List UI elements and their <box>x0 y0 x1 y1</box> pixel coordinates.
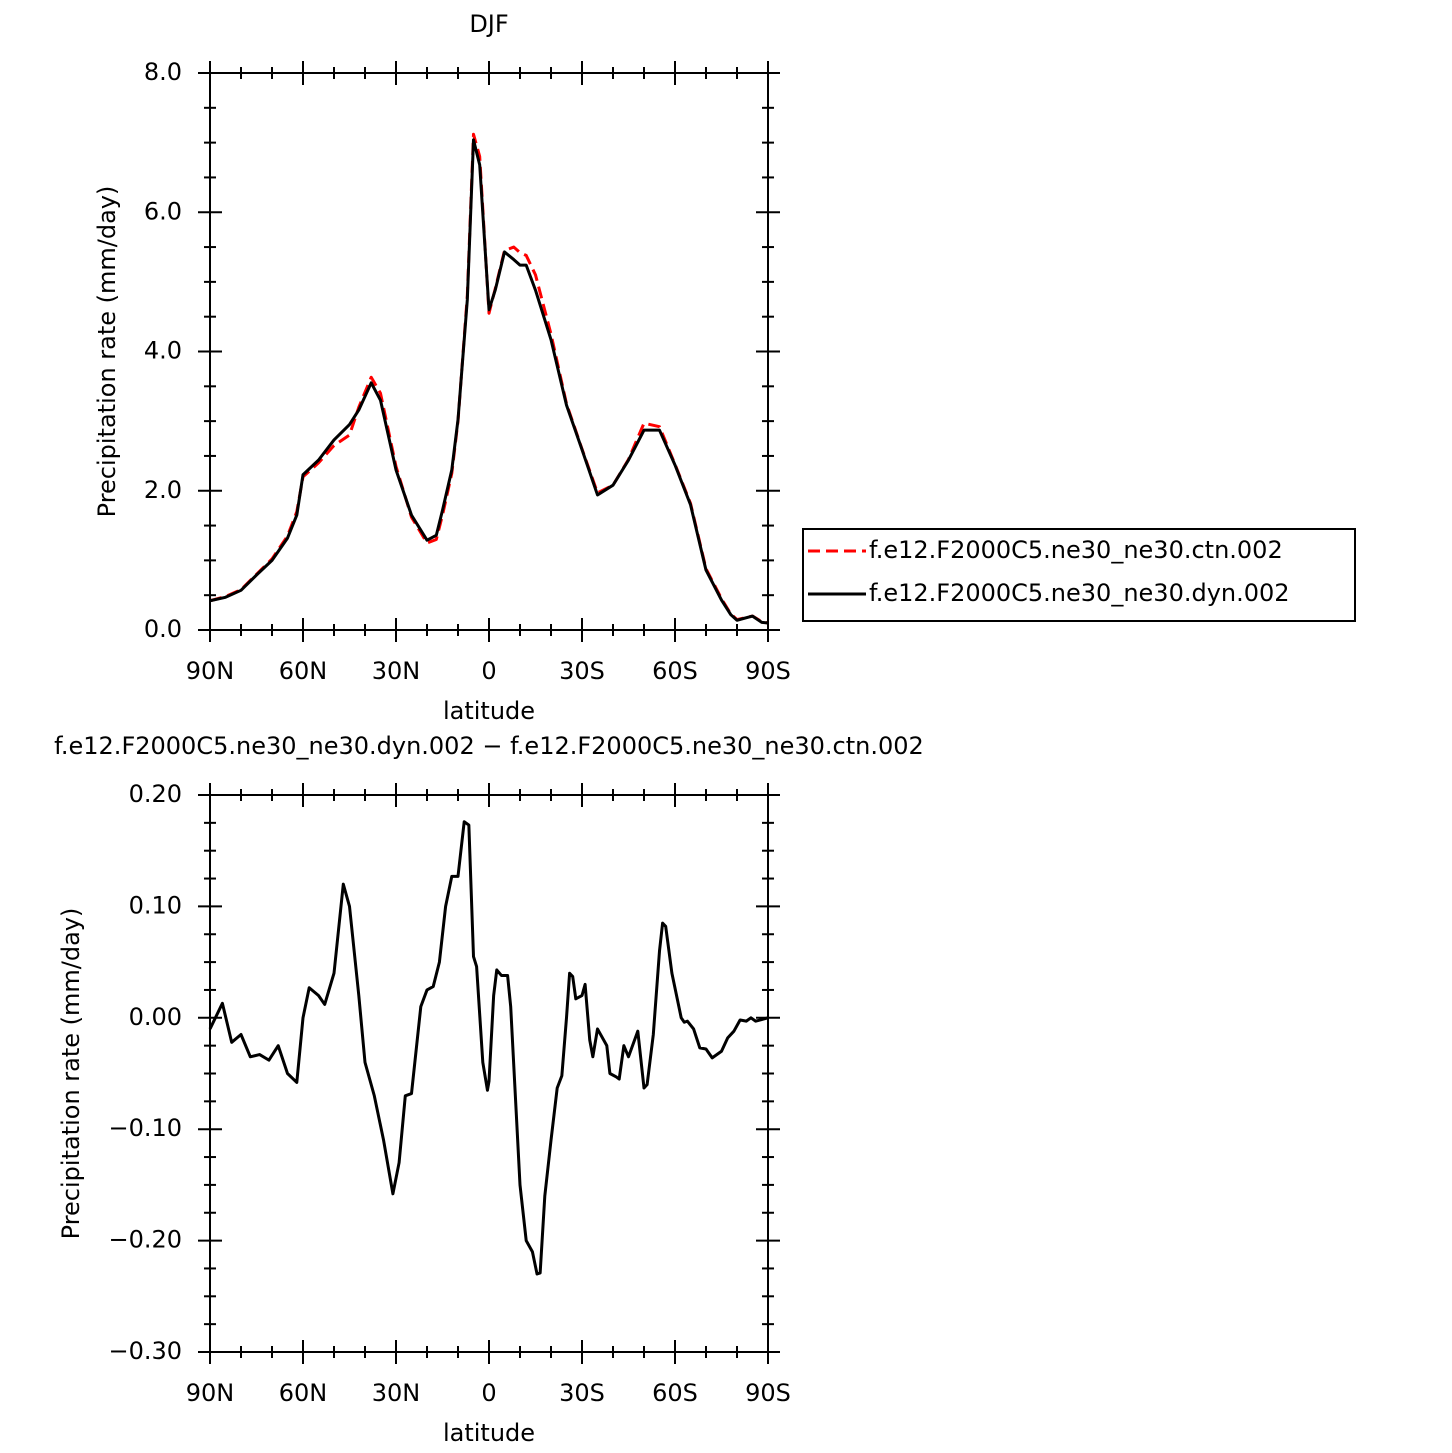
x-tick-label: 90N <box>186 1379 235 1407</box>
x-tick-label: 60S <box>652 657 698 685</box>
y-tick-label: 8.0 <box>144 58 182 86</box>
plot-frame <box>209 72 769 631</box>
plot-frame <box>209 794 769 1353</box>
y-tick-label: −0.10 <box>108 1114 182 1142</box>
y-tick-label: 0.10 <box>129 891 182 919</box>
legend-box <box>802 528 1356 622</box>
x-tick-label: 30N <box>372 657 421 685</box>
chart-title: DJF <box>469 10 508 38</box>
y-tick-label: −0.20 <box>108 1226 182 1254</box>
x-axis-label: latitude <box>443 697 535 725</box>
y-axis-label: Precipitation rate (mm/day) <box>93 186 121 518</box>
data-line <box>208 820 769 1276</box>
x-tick-label: 60N <box>279 1379 328 1407</box>
x-tick-label: 60N <box>279 657 328 685</box>
y-axis-label: Precipitation rate (mm/day) <box>57 908 85 1240</box>
y-tick-label: 6.0 <box>144 197 182 225</box>
y-tick-label: −0.30 <box>108 1337 182 1365</box>
x-tick-label: 0 <box>481 657 496 685</box>
x-tick-label: 60S <box>652 1379 698 1407</box>
y-tick-label: 4.0 <box>144 337 182 365</box>
x-tick-label: 30S <box>559 657 605 685</box>
y-tick-label: 0.0 <box>144 615 182 643</box>
data-line <box>209 138 769 625</box>
x-tick-label: 90N <box>186 657 235 685</box>
x-tick-label: 30S <box>559 1379 605 1407</box>
x-tick-label: 0 <box>481 1379 496 1407</box>
legend-label: f.e12.F2000C5.ne30_ne30.ctn.002 <box>869 536 1283 564</box>
chart-title: f.e12.F2000C5.ne30_ne30.dyn.002 − f.e12.… <box>54 732 924 760</box>
x-axis-label: latitude <box>443 1419 535 1447</box>
x-tick-label: 30N <box>372 1379 421 1407</box>
y-tick-label: 0.00 <box>129 1003 182 1031</box>
x-tick-label: 90S <box>745 1379 791 1407</box>
data-line <box>209 132 769 625</box>
legend-label: f.e12.F2000C5.ne30_ne30.dyn.002 <box>869 579 1290 607</box>
y-tick-label: 0.20 <box>129 780 182 808</box>
y-tick-label: 2.0 <box>144 476 182 504</box>
x-tick-label: 90S <box>745 657 791 685</box>
